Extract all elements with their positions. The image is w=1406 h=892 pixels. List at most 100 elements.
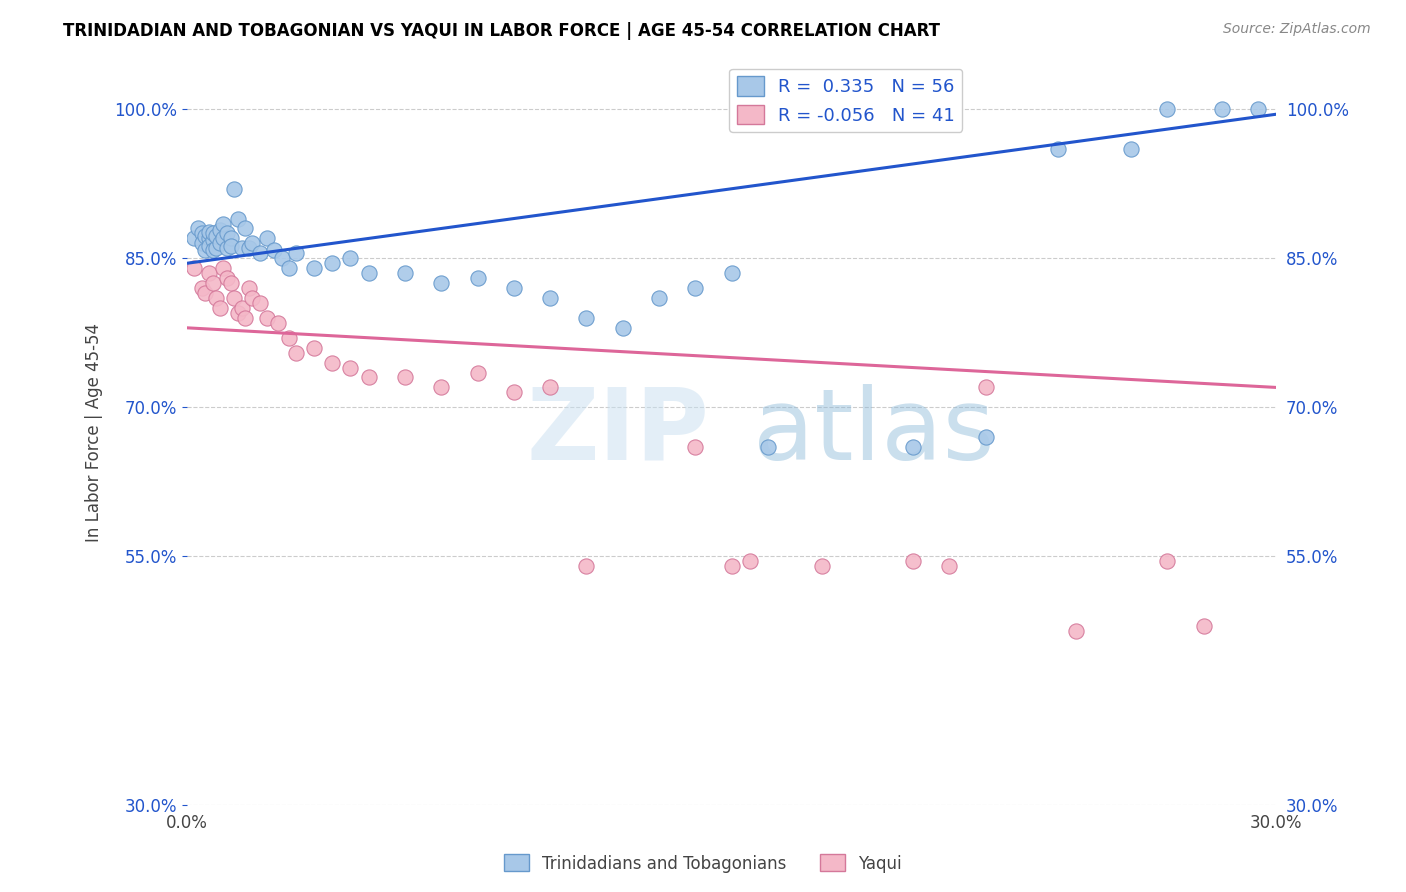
- Point: [212, 231, 235, 245]
- Point: [430, 276, 453, 290]
- Point: [339, 360, 361, 375]
- Point: [612, 321, 634, 335]
- Point: [233, 310, 256, 325]
- Text: TRINIDADIAN AND TOBAGONIAN VS YAQUI IN LABOR FORCE | AGE 45-54 CORRELATION CHART: TRINIDADIAN AND TOBAGONIAN VS YAQUI IN L…: [63, 22, 941, 40]
- Point: [256, 310, 278, 325]
- Point: [1119, 142, 1142, 156]
- Point: [198, 239, 221, 253]
- Point: [502, 385, 524, 400]
- Point: [285, 246, 308, 260]
- Point: [302, 261, 325, 276]
- Point: [394, 370, 416, 384]
- Point: [190, 281, 212, 295]
- Point: [285, 345, 308, 359]
- Legend: Trinidadians and Tobagonians, Yaqui: Trinidadians and Tobagonians, Yaqui: [498, 847, 908, 880]
- Point: [321, 356, 343, 370]
- Point: [249, 296, 271, 310]
- Point: [238, 281, 260, 295]
- Point: [194, 244, 217, 258]
- Point: [231, 301, 253, 315]
- Point: [685, 440, 707, 454]
- Point: [1156, 103, 1178, 117]
- Point: [183, 231, 205, 245]
- Point: [1047, 142, 1070, 156]
- Point: [1192, 619, 1215, 633]
- Point: [502, 281, 524, 295]
- Point: [215, 241, 238, 255]
- Point: [233, 221, 256, 235]
- Point: [648, 291, 671, 305]
- Point: [575, 310, 598, 325]
- Point: [974, 430, 997, 444]
- Y-axis label: In Labor Force | Age 45-54: In Labor Force | Age 45-54: [86, 323, 103, 541]
- Point: [183, 261, 205, 276]
- Point: [467, 366, 489, 380]
- Point: [201, 227, 224, 241]
- Text: Source: ZipAtlas.com: Source: ZipAtlas.com: [1223, 22, 1371, 37]
- Point: [720, 266, 742, 280]
- Point: [242, 236, 264, 251]
- Point: [194, 286, 217, 301]
- Point: [1247, 103, 1270, 117]
- Text: atlas: atlas: [754, 384, 995, 481]
- Point: [974, 380, 997, 394]
- Point: [219, 231, 242, 245]
- Point: [219, 276, 242, 290]
- Text: ZIP: ZIP: [527, 384, 710, 481]
- Point: [249, 246, 271, 260]
- Point: [205, 241, 228, 255]
- Point: [256, 231, 278, 245]
- Point: [238, 241, 260, 255]
- Point: [226, 306, 249, 320]
- Point: [201, 244, 224, 258]
- Point: [219, 239, 242, 253]
- Point: [685, 281, 707, 295]
- Point: [1156, 554, 1178, 568]
- Point: [198, 226, 221, 240]
- Point: [756, 440, 779, 454]
- Point: [226, 211, 249, 226]
- Point: [720, 559, 742, 574]
- Point: [538, 291, 561, 305]
- Point: [339, 252, 361, 266]
- Point: [467, 271, 489, 285]
- Point: [263, 244, 285, 258]
- Point: [1066, 624, 1088, 638]
- Point: [938, 559, 960, 574]
- Point: [901, 440, 924, 454]
- Point: [302, 341, 325, 355]
- Point: [215, 227, 238, 241]
- Point: [205, 229, 228, 244]
- Point: [215, 271, 238, 285]
- Point: [267, 316, 290, 330]
- Point: [811, 559, 834, 574]
- Point: [208, 236, 231, 251]
- Point: [201, 276, 224, 290]
- Point: [224, 291, 246, 305]
- Point: [277, 261, 299, 276]
- Point: [208, 223, 231, 237]
- Point: [575, 559, 598, 574]
- Point: [430, 380, 453, 394]
- Point: [198, 266, 221, 280]
- Point: [242, 291, 264, 305]
- Point: [190, 236, 212, 251]
- Point: [201, 234, 224, 248]
- Point: [224, 182, 246, 196]
- Point: [738, 554, 761, 568]
- Point: [321, 256, 343, 270]
- Point: [1211, 103, 1233, 117]
- Point: [901, 554, 924, 568]
- Point: [270, 252, 292, 266]
- Point: [231, 241, 253, 255]
- Point: [357, 266, 380, 280]
- Point: [205, 291, 228, 305]
- Legend: R =  0.335   N = 56, R = -0.056   N = 41: R = 0.335 N = 56, R = -0.056 N = 41: [730, 69, 962, 132]
- Point: [394, 266, 416, 280]
- Point: [187, 221, 209, 235]
- Point: [277, 331, 299, 345]
- Point: [357, 370, 380, 384]
- Point: [190, 227, 212, 241]
- Point: [194, 229, 217, 244]
- Point: [212, 217, 235, 231]
